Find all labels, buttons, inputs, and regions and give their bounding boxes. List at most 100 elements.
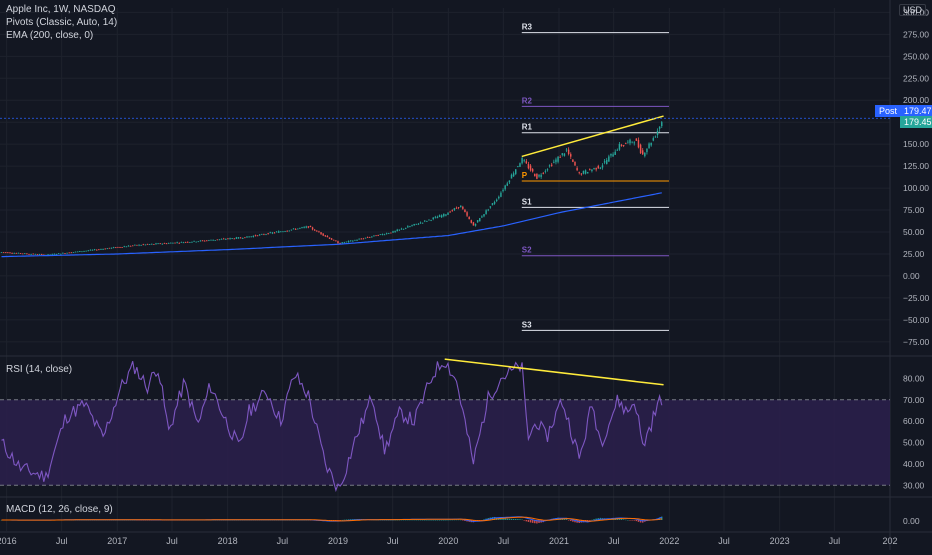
candle-body	[455, 207, 458, 209]
candle-body	[144, 244, 147, 246]
currency-label[interactable]: USD	[898, 4, 926, 16]
rsi-legend[interactable]: RSI (14, close)	[6, 364, 73, 375]
candle-body	[43, 254, 45, 256]
price-tick-label: 300.00	[903, 7, 929, 17]
candle-body	[419, 222, 422, 224]
candle-body	[248, 236, 250, 238]
macd-histogram-bar	[379, 519, 382, 521]
macd-histogram-bar	[288, 519, 291, 521]
candle-body	[165, 243, 168, 245]
macd-legend[interactable]: MACD (12, 26, close, 9)	[6, 504, 113, 515]
candle-body	[616, 149, 619, 151]
candle-body	[140, 244, 142, 246]
candle-body	[201, 240, 204, 242]
candle-body	[38, 254, 41, 256]
candle-body	[570, 154, 572, 157]
macd-histogram-bar	[426, 519, 428, 521]
candle-body	[197, 241, 200, 243]
candle-body	[404, 227, 407, 229]
candle-body	[119, 247, 121, 248]
macd-histogram-bar	[430, 519, 432, 521]
candle-body	[519, 163, 521, 167]
macd-histogram-bar	[635, 520, 638, 522]
candle-body	[500, 192, 502, 197]
macd-histogram-bar	[536, 520, 538, 524]
pivots-legend[interactable]: Pivots (Classic, Auto, 14)	[6, 17, 118, 28]
candle-body	[493, 202, 496, 204]
macd-histogram-bar	[290, 519, 293, 521]
pivot-label-p: P	[522, 171, 528, 180]
candle-body	[476, 220, 479, 223]
candle-body	[174, 242, 176, 244]
candle-body	[548, 165, 551, 167]
candle-body	[110, 247, 113, 249]
candle-body	[79, 251, 81, 252]
ema-legend[interactable]: EMA (200, close, 0)	[6, 30, 94, 41]
macd-histogram-bar	[534, 520, 536, 524]
candle-body	[100, 249, 102, 250]
macd-histogram-bar	[481, 520, 483, 521]
macd-histogram-bar	[349, 519, 352, 520]
candle-body	[26, 253, 28, 255]
candle-body	[603, 161, 606, 163]
rsi-tick-label: 80.00	[903, 373, 925, 383]
candle-body	[409, 226, 411, 228]
macd-histogram-bar	[510, 518, 513, 520]
candle-body	[464, 209, 466, 213]
candle-body	[639, 144, 642, 154]
macd-histogram-bar	[432, 519, 434, 521]
rsi-tick-label: 30.00	[903, 480, 925, 490]
candle-body	[641, 150, 644, 155]
candle-body	[273, 232, 276, 234]
macd-layer	[0, 516, 663, 524]
candle-body	[49, 254, 51, 256]
candle-body	[214, 239, 216, 241]
candle-body	[239, 237, 242, 239]
candle-body	[151, 243, 153, 245]
macd-tick-label: 0.00	[903, 516, 920, 526]
macd-histogram-bar	[593, 519, 595, 520]
candle-body	[313, 229, 316, 231]
candle-body	[242, 238, 244, 239]
candle-body	[506, 183, 509, 186]
macd-histogram-bar	[455, 519, 458, 521]
macd-histogram-bar	[303, 519, 305, 521]
rsi-tick-label: 70.00	[903, 395, 925, 405]
candle-body	[432, 217, 434, 220]
candle-body	[95, 249, 98, 251]
candle-body	[237, 237, 240, 239]
candle-body	[83, 251, 85, 252]
time-tick-label: Jul	[718, 536, 730, 546]
candle-body	[546, 169, 549, 171]
macd-histogram-bar	[464, 520, 466, 521]
candle-body	[343, 242, 346, 244]
candle-body	[457, 207, 460, 208]
candle-body	[203, 240, 206, 242]
candle-body	[11, 252, 13, 254]
candle-body	[318, 231, 320, 233]
candle-body	[322, 233, 324, 236]
macd-histogram-bar	[493, 516, 496, 520]
candle-body	[170, 242, 172, 244]
candle-body	[521, 158, 523, 164]
candle-body	[28, 254, 30, 255]
candle-body	[629, 139, 631, 144]
candle-body	[112, 247, 115, 249]
time-tick-label: 2022	[659, 536, 679, 546]
candle-body	[646, 148, 648, 153]
candle-body	[550, 164, 553, 166]
candle-body	[597, 166, 600, 169]
candle-body	[576, 168, 578, 171]
candle-body	[277, 231, 280, 233]
candle-body	[390, 232, 392, 234]
macd-histogram-bar	[277, 519, 280, 521]
candle-body	[85, 250, 87, 252]
candle-body	[407, 226, 409, 228]
macd-histogram-bar	[529, 520, 532, 523]
candle-body	[326, 235, 329, 238]
candle-body	[163, 243, 166, 244]
time-tick-label: 2021	[549, 536, 569, 546]
candle-body	[402, 228, 405, 230]
